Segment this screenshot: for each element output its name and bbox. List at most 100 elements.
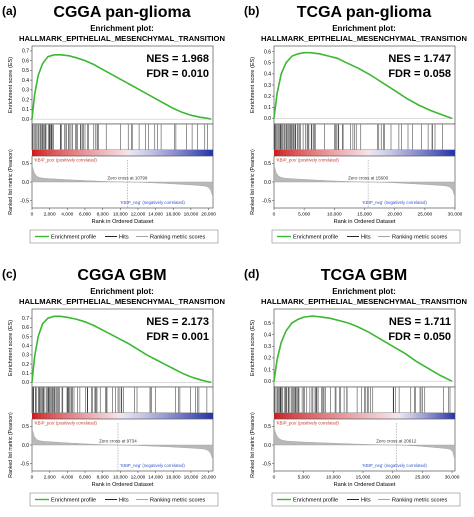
x-tick-label: 18,000: [184, 475, 199, 481]
heat-segment: [152, 413, 156, 419]
heat-segment: [38, 150, 42, 156]
heat-segment: [68, 150, 72, 156]
heat-segment: [316, 150, 320, 156]
heat-segment: [62, 150, 66, 156]
es-tick-label: 0.1: [264, 105, 271, 111]
heat-segment: [101, 413, 105, 419]
heat-segment: [44, 150, 48, 156]
heat-segment: [445, 150, 450, 156]
heat-segment: [65, 413, 69, 419]
heat-segment: [367, 150, 371, 156]
heat-segment: [167, 413, 172, 419]
heat-segment: [331, 150, 335, 156]
zero-cross-label: Zero cross at 15600: [348, 176, 389, 181]
heat-segment: [319, 413, 323, 419]
enrichment-profile-line: [273, 315, 453, 382]
hits-frame: [31, 386, 214, 414]
heat-segment: [349, 150, 353, 156]
heat-segment: [385, 413, 389, 419]
x-tick-label: 20,000: [201, 212, 216, 218]
panel-label: (a): [2, 4, 17, 18]
heat-segment: [179, 413, 184, 419]
hits-frame: [273, 123, 456, 151]
heat-segment: [71, 413, 75, 419]
heat-segment: [206, 150, 211, 156]
gsea-chart: (a) CGGA pan-glioma Enrichment plot:HALLMA…: [2, 4, 225, 244]
heat-segment: [391, 413, 395, 419]
heat-segment: [313, 413, 317, 419]
heat-segment: [32, 150, 36, 156]
heat-segment: [274, 413, 278, 419]
es-ylabel: Enrichment score (ES): [250, 57, 256, 113]
heat-segment: [361, 150, 365, 156]
heat-segment: [382, 413, 386, 419]
x-tick-label: 12,000: [131, 212, 146, 218]
legend-entry-hits: Hits: [361, 498, 371, 504]
zero-cross-label: Zero cross at 20612: [376, 439, 417, 444]
heat-segment: [194, 413, 199, 419]
heat-segment: [176, 413, 181, 419]
heat-segment: [307, 150, 311, 156]
heat-segment: [191, 413, 196, 419]
heat-segment: [98, 413, 102, 419]
es-tick-label: 0.4: [22, 78, 29, 84]
heat-segment: [310, 150, 314, 156]
xlabel: Rank in Ordered Dataset: [92, 219, 154, 225]
heat-segment: [394, 150, 398, 156]
heat-segment: [418, 150, 423, 156]
heat-segment: [439, 150, 444, 156]
heat-segment: [370, 413, 374, 419]
heat-segment: [292, 413, 296, 419]
x-tick-label: 25,000: [415, 475, 430, 481]
ranking-metric-area: [273, 428, 456, 461]
heat-segment: [47, 413, 51, 419]
heat-segment: [337, 150, 341, 156]
heat-segment: [298, 150, 302, 156]
x-tick-label: 25,000: [417, 212, 432, 218]
ranking-metric-area: [273, 165, 456, 198]
heat-segment: [68, 413, 72, 419]
heat-segment: [107, 150, 111, 156]
metric-tick-label: 0.5: [264, 161, 271, 167]
heat-segment: [373, 150, 377, 156]
heat-segment: [406, 413, 411, 419]
heat-segment: [307, 413, 311, 419]
heat-segment: [113, 150, 117, 156]
heat-segment: [185, 150, 190, 156]
metric-ylabel: Ranked list metric (Pearson): [250, 412, 256, 478]
heat-segment: [200, 413, 205, 419]
heat-segment: [149, 150, 153, 156]
legend-entry-profile: Enrichment profile: [293, 235, 338, 241]
xlabel: Rank in Ordered Dataset: [92, 482, 154, 488]
gsea-panel: (b) TCGA pan-glioma Enrichment plot: HALLMA…: [242, 0, 472, 252]
gsea-chart: (b) TCGA pan-glioma Enrichment plot:HALLMA…: [244, 4, 467, 244]
legend-entry-metric: Ranking metric scores: [392, 235, 448, 241]
x-tick-label: 18,000: [184, 212, 199, 218]
heat-segment: [412, 150, 417, 156]
heat-segment: [173, 150, 178, 156]
heat-segment: [355, 413, 359, 419]
hits-group: [274, 387, 451, 413]
heat-segment: [89, 413, 93, 419]
enrichment-profile-line: [31, 53, 212, 120]
heat-segment: [340, 413, 344, 419]
heat-segment: [430, 413, 435, 419]
chart-subtitle: Enrichment plot:: [332, 24, 396, 33]
heat-segment: [125, 150, 129, 156]
heat-segment: [409, 413, 414, 419]
heat-segment: [313, 150, 317, 156]
heat-segment: [143, 150, 147, 156]
heat-segment: [203, 413, 208, 419]
heat-segment: [77, 150, 81, 156]
heat-segment: [385, 150, 389, 156]
x-tick-label: 30,000: [445, 475, 460, 481]
heat-segment: [74, 413, 78, 419]
chart-subtitle: Enrichment plot:: [90, 24, 154, 33]
x-tick-label: 0: [273, 212, 276, 218]
es-tick-label: 0.4: [264, 332, 271, 338]
heat-segment: [200, 150, 205, 156]
es-tick-label: 0.3: [264, 344, 271, 350]
legend-box: [271, 492, 461, 507]
legend-box: [29, 229, 219, 244]
heat-segment: [424, 150, 429, 156]
